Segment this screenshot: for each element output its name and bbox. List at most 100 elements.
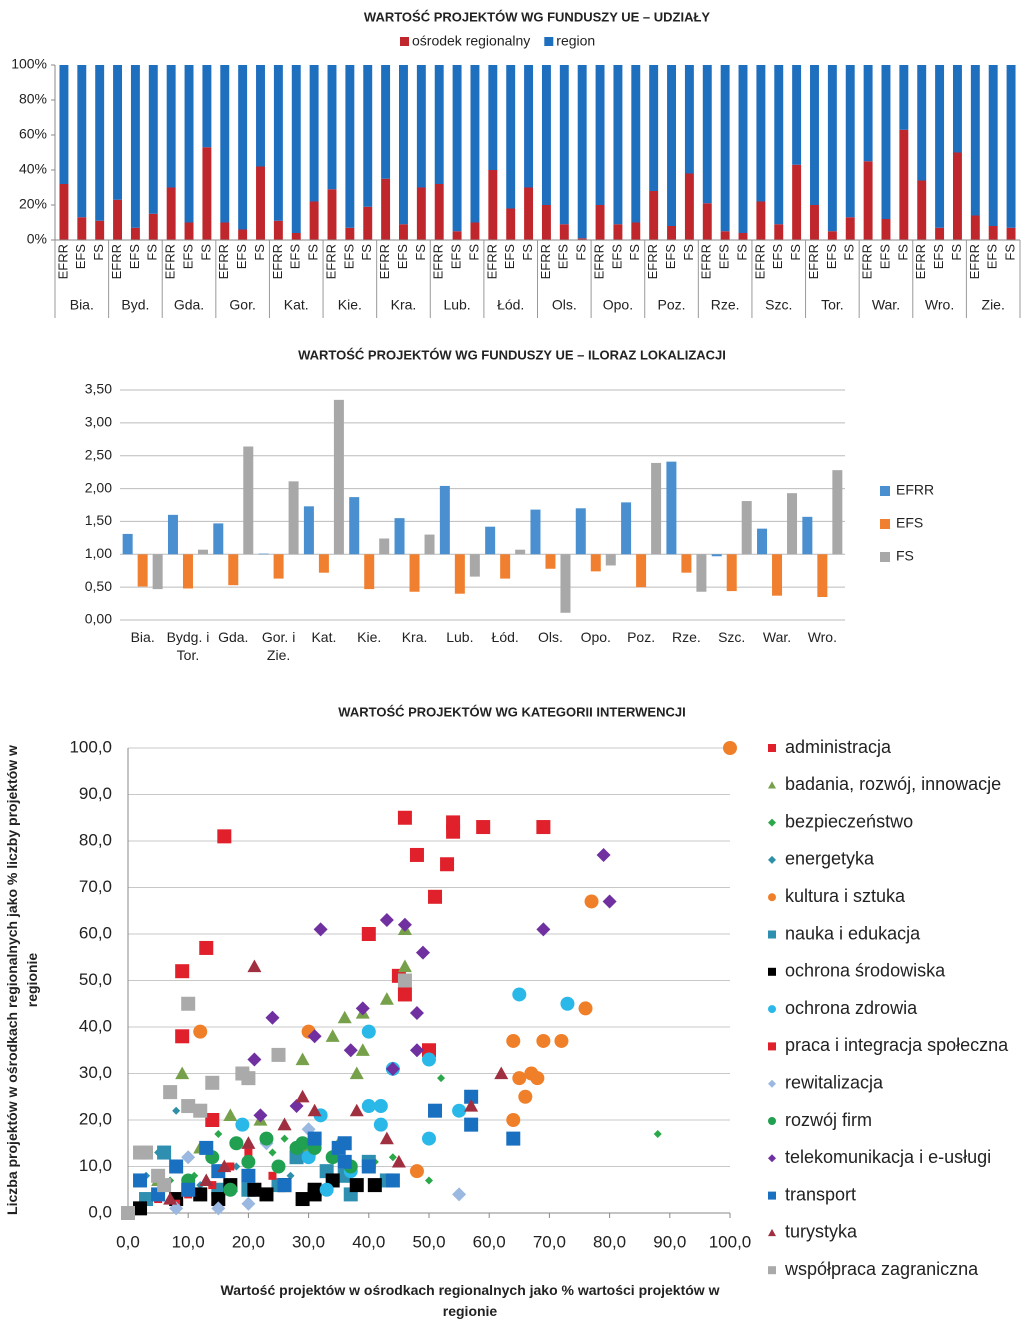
bar (303, 506, 314, 555)
legend-marker (768, 893, 776, 902)
legend-label: praca i integracja społeczna (785, 1035, 1009, 1055)
point (385, 1061, 400, 1076)
bar-segment (702, 65, 712, 204)
point (355, 1001, 370, 1016)
bar-segment (720, 231, 730, 240)
bar-segment (345, 227, 355, 240)
x-tick-label: FS (681, 244, 696, 261)
bar-segment (917, 180, 927, 240)
y-tick-label: 80,0 (79, 830, 112, 849)
bar-segment (506, 65, 516, 209)
bar-segment (148, 65, 158, 214)
x-tick-label: EFRR (967, 244, 982, 279)
point (232, 1162, 241, 1171)
point (235, 1117, 250, 1132)
bar-segment (863, 161, 873, 240)
bar (605, 554, 616, 566)
point (181, 1150, 196, 1165)
bar (772, 554, 783, 596)
x-tick-label: 10,0 (172, 1232, 205, 1251)
bar-segment (416, 187, 426, 240)
bar (333, 399, 344, 555)
bar-segment (184, 65, 194, 223)
group-label: Szc. (765, 297, 792, 313)
bar (379, 538, 390, 555)
point (307, 1131, 322, 1146)
point (277, 1117, 292, 1131)
point (169, 1201, 184, 1216)
bar-segment (363, 206, 373, 240)
bar-segment (327, 65, 337, 190)
point (452, 1187, 467, 1202)
bar-segment (399, 65, 408, 225)
bar (439, 485, 450, 555)
chart-title: WARTOŚĆ PROJEKTÓW WG KATEGORII INTERWENC… (338, 704, 685, 719)
x-tick-label: EFRR (55, 244, 70, 279)
bar-segment (541, 205, 551, 240)
bar-segment (506, 208, 516, 240)
point (437, 1074, 446, 1083)
legend-swatch (400, 37, 409, 46)
y-tick-label: 0,00 (85, 611, 112, 627)
y-tick-label: 40% (19, 161, 47, 177)
bar (182, 554, 193, 589)
bar (288, 481, 299, 555)
bar (394, 518, 405, 555)
point (241, 1196, 256, 1211)
bar-segment (95, 220, 105, 240)
bar (228, 554, 239, 586)
point (172, 1106, 181, 1115)
bar-segment (559, 65, 569, 225)
x-tick-label: Kie. (357, 629, 382, 645)
x-tick-label: Ols. (538, 629, 563, 645)
group-label: Ols. (552, 297, 577, 313)
point (355, 1043, 370, 1056)
point (415, 945, 430, 960)
legend-marker (768, 930, 776, 939)
point (464, 1099, 479, 1112)
bar-segment (524, 65, 534, 188)
bar-segment (810, 65, 819, 205)
bar-segment (952, 152, 962, 240)
y-tick-label: 90,0 (79, 784, 112, 803)
bar-segment (488, 65, 498, 170)
x-tick-label: War. (762, 629, 792, 645)
chart-title: WARTOŚĆ PROJEKTÓW WG FUNDUSZY UE – ILORA… (298, 347, 726, 362)
point (409, 847, 424, 862)
x-tick-label: EFRR (216, 244, 231, 279)
x-tick-label: 50,0 (412, 1232, 445, 1251)
bar-segment (202, 65, 212, 148)
point (723, 741, 737, 755)
point (464, 1117, 479, 1132)
x-tick-label: FS (895, 244, 910, 261)
bar-segment (470, 65, 480, 223)
point (512, 1071, 527, 1086)
bar-segment (684, 65, 694, 174)
bar (167, 514, 178, 555)
chart-title: WARTOŚĆ PROJEKTÓW WG FUNDUSZY UE – UDZIA… (364, 9, 711, 24)
bar-segment (970, 65, 980, 216)
point (397, 987, 412, 1002)
bar-segment (845, 217, 855, 240)
point (223, 1108, 238, 1121)
bar-segment (113, 65, 123, 200)
bar-segment (77, 217, 87, 240)
x-tick-label: FS (91, 244, 106, 261)
point (391, 1154, 406, 1168)
bar (817, 554, 828, 597)
bar (122, 533, 133, 555)
x-tick-label: EFS (877, 244, 892, 270)
bar-segment (720, 65, 730, 232)
x-tick-label: FS (413, 244, 428, 261)
bar-segment (881, 219, 891, 240)
bar-segment (184, 222, 194, 240)
bar-segment (756, 201, 766, 240)
point (226, 1162, 235, 1171)
point (133, 1145, 148, 1160)
bar (454, 554, 465, 594)
bar-segment (416, 65, 426, 188)
bar-segment (684, 173, 694, 240)
point (361, 927, 376, 941)
x-tick-label: Kat. (311, 629, 337, 645)
